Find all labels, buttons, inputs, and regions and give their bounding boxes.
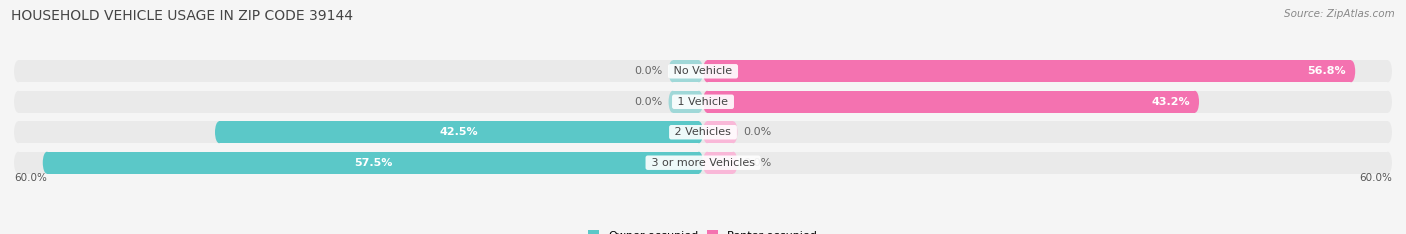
Text: 0.0%: 0.0% [744, 127, 772, 137]
Bar [672, 91, 699, 113]
Bar [18, 91, 1388, 113]
Circle shape [703, 60, 711, 82]
Circle shape [1384, 60, 1392, 82]
Circle shape [1191, 91, 1199, 113]
Circle shape [14, 60, 22, 82]
Circle shape [1384, 152, 1392, 174]
Bar [18, 121, 1388, 143]
Text: 2 Vehicles: 2 Vehicles [671, 127, 735, 137]
Bar [18, 152, 1388, 174]
Text: HOUSEHOLD VEHICLE USAGE IN ZIP CODE 39144: HOUSEHOLD VEHICLE USAGE IN ZIP CODE 3914… [11, 9, 353, 23]
Circle shape [695, 152, 703, 174]
Circle shape [42, 152, 51, 174]
Text: 42.5%: 42.5% [440, 127, 478, 137]
Text: 60.0%: 60.0% [1360, 172, 1392, 183]
Circle shape [14, 91, 22, 113]
Bar [219, 121, 699, 143]
Circle shape [730, 152, 738, 174]
Text: 0.0%: 0.0% [744, 158, 772, 168]
Circle shape [695, 91, 703, 113]
Text: 1 Vehicle: 1 Vehicle [675, 97, 731, 107]
Bar [46, 152, 699, 174]
Bar [18, 60, 1388, 82]
Circle shape [1384, 121, 1392, 143]
Circle shape [703, 91, 711, 113]
Bar [707, 60, 1351, 82]
Circle shape [1347, 60, 1355, 82]
Text: 56.8%: 56.8% [1308, 66, 1346, 76]
Text: 43.2%: 43.2% [1152, 97, 1189, 107]
Text: No Vehicle: No Vehicle [671, 66, 735, 76]
Circle shape [695, 121, 703, 143]
Bar [707, 121, 734, 143]
Circle shape [668, 91, 676, 113]
Text: 3 or more Vehicles: 3 or more Vehicles [648, 158, 758, 168]
Text: 0.0%: 0.0% [634, 66, 662, 76]
Text: 57.5%: 57.5% [354, 158, 392, 168]
Circle shape [695, 60, 703, 82]
Circle shape [215, 121, 224, 143]
Circle shape [14, 121, 22, 143]
Text: 0.0%: 0.0% [634, 97, 662, 107]
Bar [672, 60, 699, 82]
Text: 60.0%: 60.0% [14, 172, 46, 183]
Legend: Owner-occupied, Renter-occupied: Owner-occupied, Renter-occupied [583, 226, 823, 234]
Bar [707, 91, 1195, 113]
Bar [707, 152, 734, 174]
Circle shape [703, 152, 711, 174]
Text: Source: ZipAtlas.com: Source: ZipAtlas.com [1284, 9, 1395, 19]
Circle shape [14, 152, 22, 174]
Circle shape [703, 121, 711, 143]
Circle shape [668, 60, 676, 82]
Circle shape [730, 121, 738, 143]
Circle shape [1384, 91, 1392, 113]
